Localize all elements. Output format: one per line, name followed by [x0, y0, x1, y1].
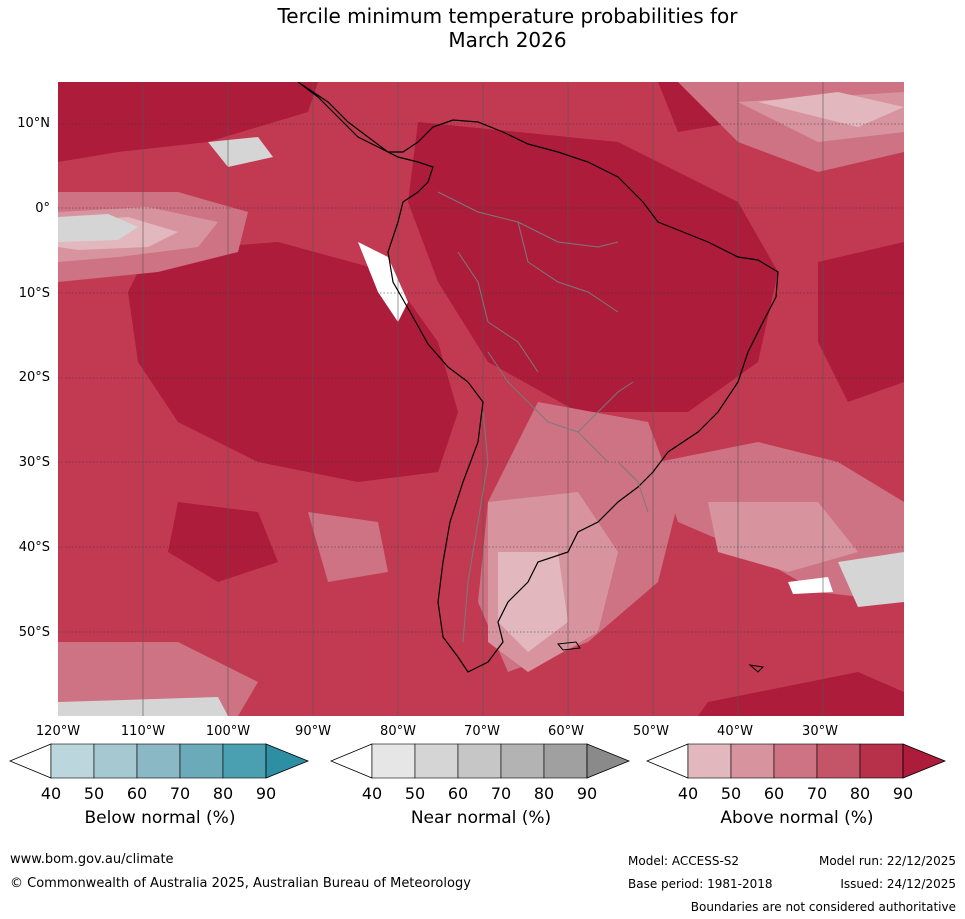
islands	[557, 641, 765, 673]
lat-label: 30°S	[18, 455, 50, 470]
colorbar-tick-label: 70	[169, 784, 191, 803]
map-graphic	[58, 82, 904, 716]
lat-label: 50°S	[18, 625, 50, 640]
base-period-text: Base period: 1981-2018	[628, 877, 773, 891]
colorbar-tick-label: 40	[40, 784, 62, 803]
title-line-1: Tercile minimum temperature probabilitie…	[277, 4, 738, 28]
colorbar-segment	[500, 743, 545, 779]
colorbar-high-extension	[902, 743, 947, 779]
country-borders	[437, 191, 649, 643]
colorbar-tick-label: 80	[849, 784, 871, 803]
model-text: Model: ACCESS-S2	[628, 854, 740, 868]
colorbar-segment	[543, 743, 588, 779]
above-normal-colorbar	[646, 743, 947, 779]
colorbar-segment	[773, 743, 818, 779]
colorbar-segment	[687, 743, 732, 779]
colorbar-tick-label: 40	[677, 784, 699, 803]
south-america-coastline	[297, 82, 779, 673]
colorbar-segment	[179, 743, 224, 779]
colorbar-high-extension	[586, 743, 631, 779]
colorbar-tick-label: 60	[447, 784, 469, 803]
below-normal-label: Below normal (%)	[84, 808, 236, 828]
lon-label: 60°W	[548, 724, 584, 739]
colorbar-tick-label: 80	[212, 784, 234, 803]
colorbar-tick-label: 60	[763, 784, 785, 803]
copyright-text: © Commonwealth of Australia 2025, Austra…	[10, 876, 471, 891]
meridians	[142, 82, 824, 716]
probability-map	[58, 82, 904, 716]
colorbar-segment	[816, 743, 861, 779]
colorbar-segment	[859, 743, 904, 779]
lon-label: 90°W	[295, 724, 331, 739]
near-normal-label: Near normal (%)	[410, 808, 552, 828]
colorbar-segment	[414, 743, 459, 779]
colorbar-segment	[222, 743, 267, 779]
lat-label: 0°	[35, 201, 50, 216]
zones-above-90	[58, 82, 904, 716]
above-normal-label: Above normal (%)	[720, 808, 874, 828]
map-title: Tercile minimum temperature probabilitie…	[0, 4, 965, 52]
colorbar-segment	[50, 743, 95, 779]
colorbar-tick-label: 90	[255, 784, 277, 803]
colorbar-segment	[730, 743, 775, 779]
colorbar-tick-label: 60	[126, 784, 148, 803]
lon-label: 100°W	[205, 724, 251, 739]
lon-label: 30°W	[802, 724, 838, 739]
lat-label: 10°S	[18, 286, 50, 301]
colorbar-tick-label: 90	[892, 784, 914, 803]
disclaimer-text: Boundaries are not considered authoritat…	[690, 900, 956, 914]
zones-below-40	[358, 242, 833, 594]
colorbar-tick-label: 50	[404, 784, 426, 803]
colorbar-high-extension	[265, 743, 310, 779]
title-line-2: March 2026	[448, 28, 567, 52]
colorbar-low-extension	[330, 743, 373, 779]
colorbar-tick-label: 80	[533, 784, 555, 803]
issued-text: Issued: 24/12/2025	[840, 877, 956, 891]
lon-label: 80°W	[380, 724, 416, 739]
colorbar-segment	[457, 743, 502, 779]
colorbar-segment	[371, 743, 416, 779]
lon-label: 120°W	[35, 724, 81, 739]
colorbar-tick-label: 90	[576, 784, 598, 803]
model-run-text: Model run: 22/12/2025	[818, 854, 956, 868]
colorbar-tick-label: 50	[83, 784, 105, 803]
colorbar-low-extension	[9, 743, 52, 779]
lat-label: 10°N	[17, 116, 50, 131]
colorbar-tick-label: 50	[720, 784, 742, 803]
lon-label: 40°W	[717, 724, 753, 739]
zones-near-normal	[58, 137, 904, 716]
colorbar-segment	[136, 743, 181, 779]
website-link[interactable]: www.bom.gov.au/climate	[10, 852, 174, 867]
gridlines	[58, 123, 904, 633]
lon-label: 110°W	[120, 724, 166, 739]
colorbar-segment	[93, 743, 138, 779]
colorbar-tick-label: 70	[490, 784, 512, 803]
near-normal-colorbar	[330, 743, 631, 779]
colorbar-low-extension	[646, 743, 689, 779]
lat-label: 40°S	[18, 540, 50, 555]
lon-label: 50°W	[633, 724, 669, 739]
colorbar-tick-label: 40	[361, 784, 383, 803]
below-normal-colorbar	[9, 743, 310, 779]
colorbar-tick-label: 70	[806, 784, 828, 803]
lon-label: 70°W	[464, 724, 500, 739]
lat-label: 20°S	[18, 370, 50, 385]
